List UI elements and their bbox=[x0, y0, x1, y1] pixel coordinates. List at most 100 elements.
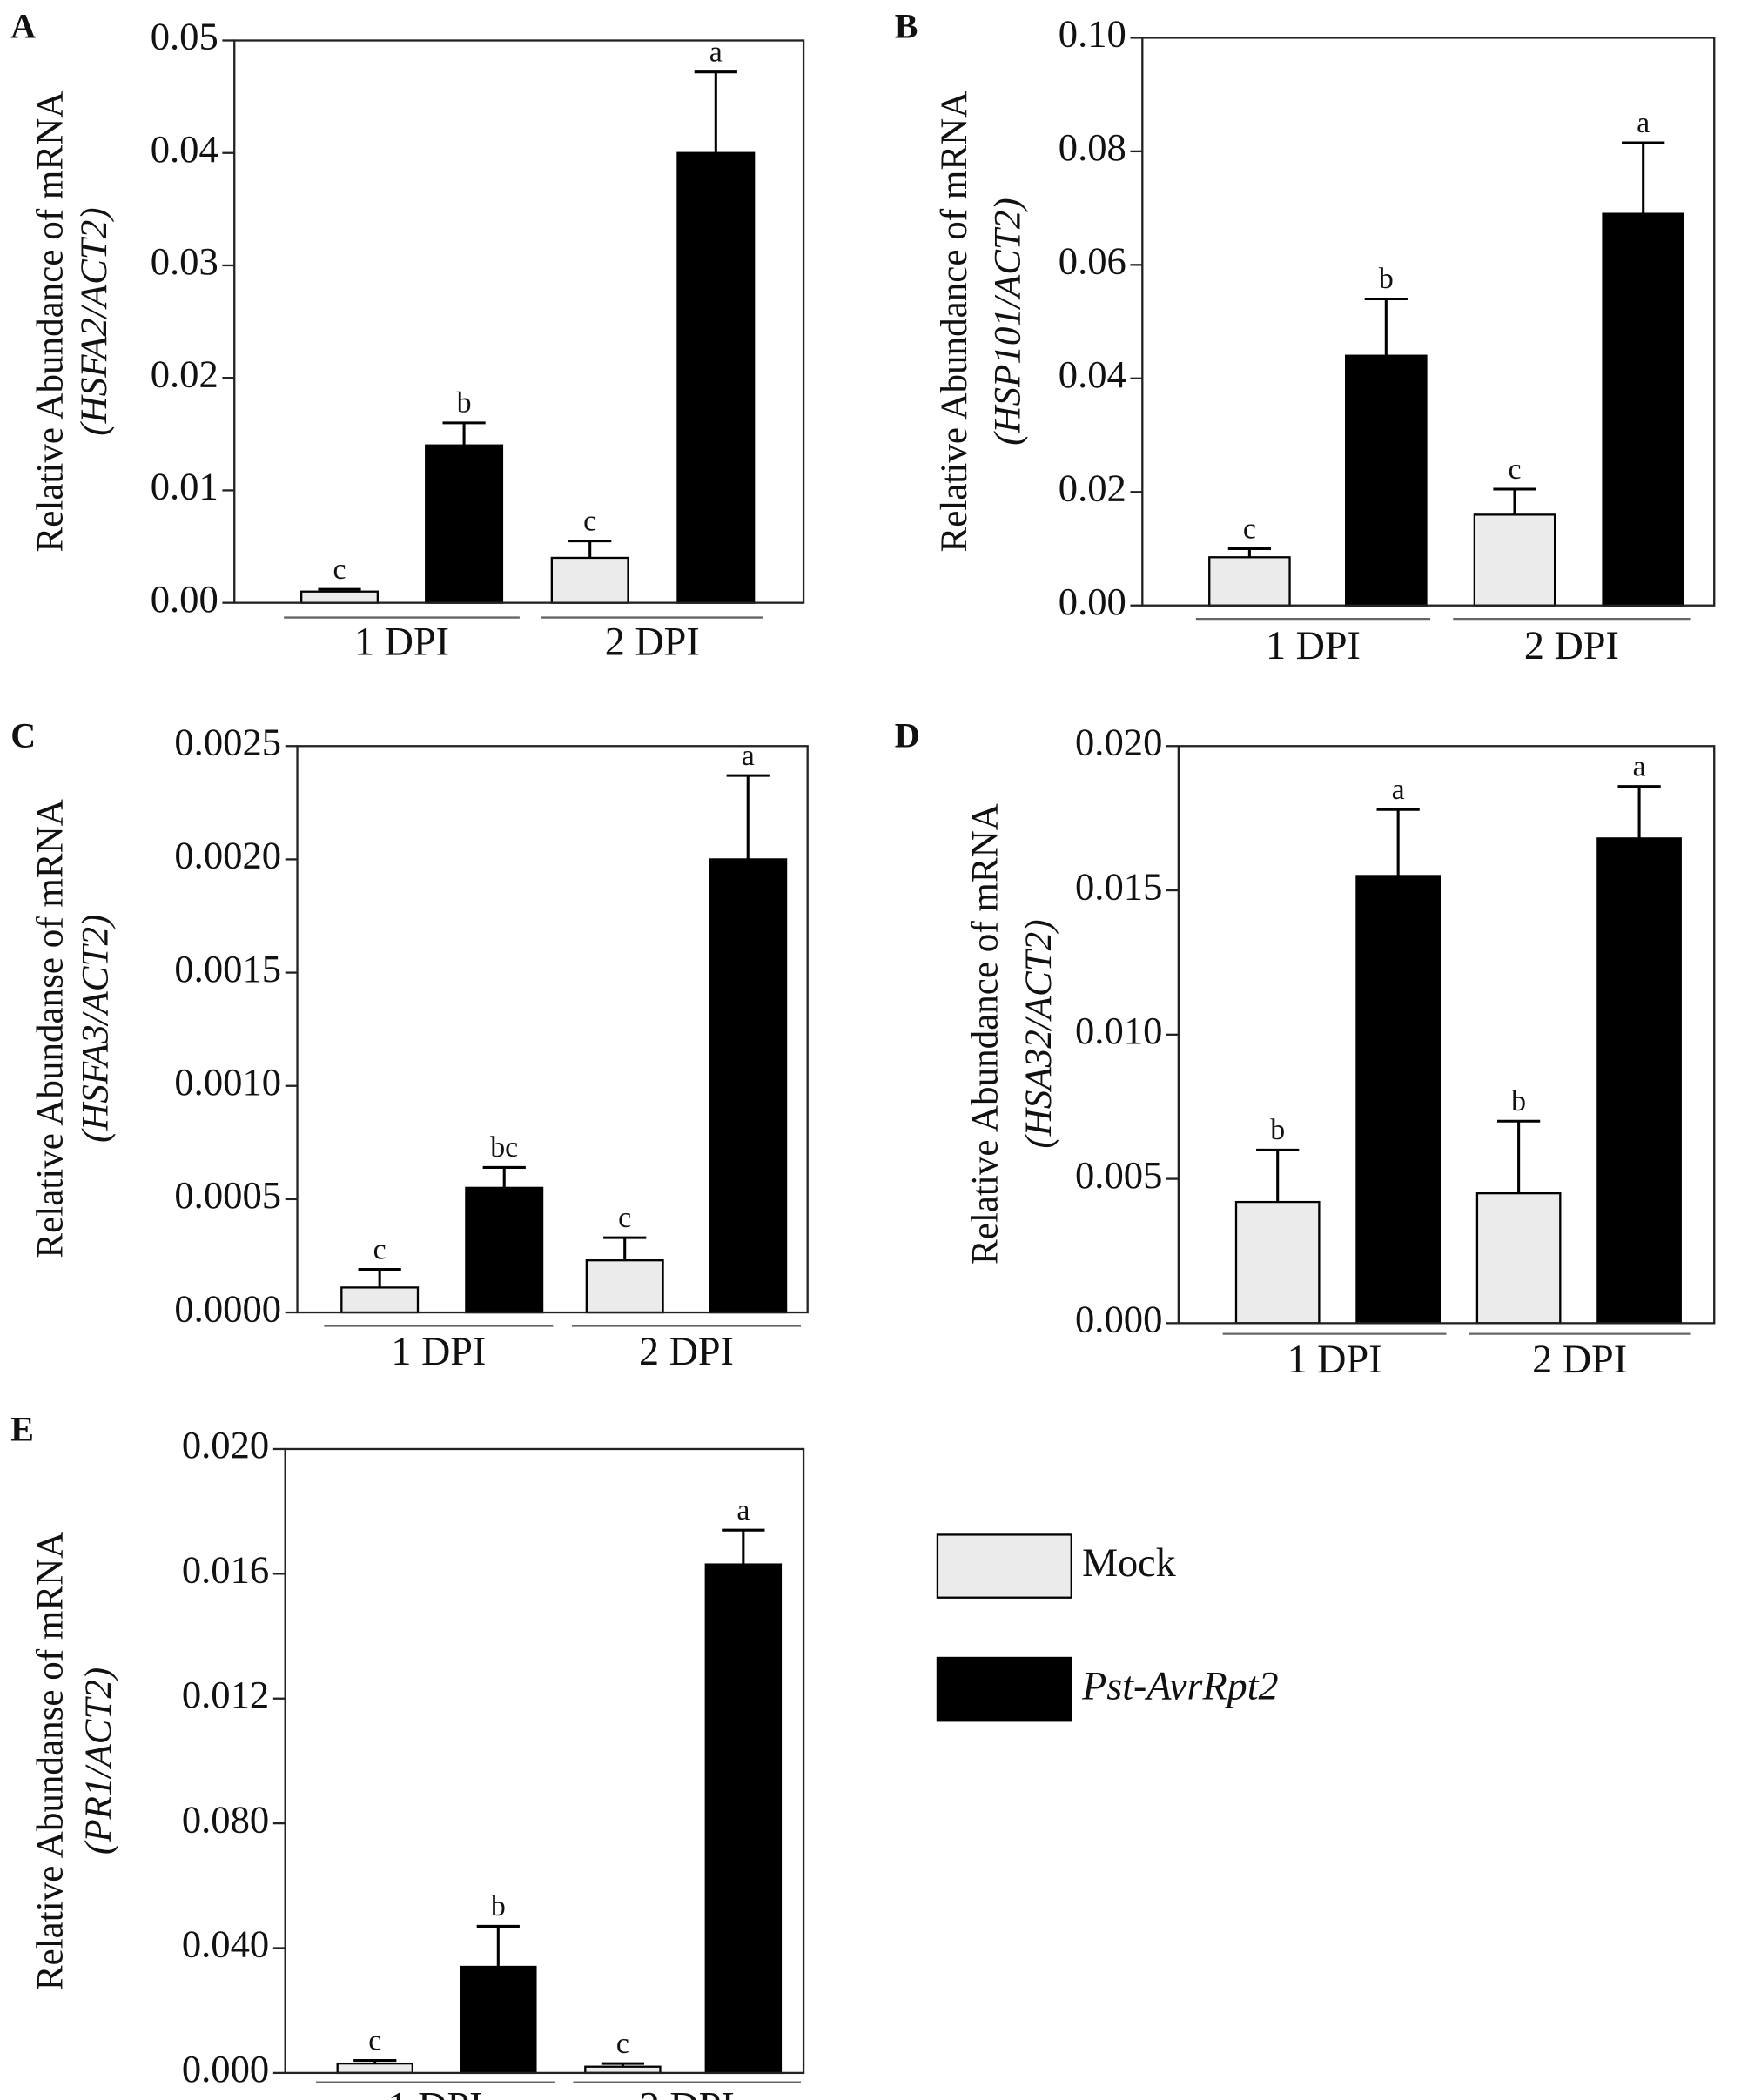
significance-letter: c bbox=[616, 2028, 629, 2060]
y-tick-label: 0.06 bbox=[1059, 239, 1126, 283]
y-axis-label: Relative Abundance of mRNA bbox=[965, 803, 1005, 1265]
y-axis-label: Relative Abundance of mRNA bbox=[30, 91, 71, 553]
bar bbox=[300, 590, 379, 604]
y-tick-label: 0.00 bbox=[151, 577, 218, 621]
significance-letter: a bbox=[742, 740, 755, 772]
significance-letter: b bbox=[491, 1890, 506, 1922]
y-tick-label: 0.01 bbox=[151, 465, 218, 508]
bar bbox=[1345, 354, 1428, 607]
significance-letter: bc bbox=[490, 1131, 518, 1164]
y-axis-label: (HSFA2/ACT2) bbox=[74, 207, 115, 435]
bar bbox=[340, 1286, 420, 1314]
y-tick-label: 0.0010 bbox=[174, 1060, 281, 1104]
x-tick-label: 2 DPI bbox=[640, 2084, 735, 2100]
significance-letter: b bbox=[1511, 1085, 1526, 1117]
significance-letter: c bbox=[583, 505, 596, 537]
legend-label: Mock bbox=[1082, 1540, 1177, 1585]
panel-label: E bbox=[10, 1410, 34, 1449]
bar bbox=[709, 858, 788, 1314]
bar bbox=[1234, 1200, 1321, 1325]
significance-letter: c bbox=[373, 1233, 387, 1265]
significance-letter: b bbox=[457, 387, 472, 419]
plot-frame bbox=[1177, 745, 1716, 1325]
bar bbox=[1596, 837, 1682, 1325]
bar bbox=[1602, 212, 1685, 607]
bar bbox=[1355, 875, 1441, 1325]
y-tick-label: 0.00 bbox=[1059, 580, 1126, 623]
bar bbox=[704, 1563, 783, 2075]
significance-letter: a bbox=[1637, 107, 1650, 139]
bar bbox=[550, 556, 629, 604]
significance-letter: c bbox=[333, 554, 346, 586]
y-tick-label: 0.040 bbox=[182, 1922, 269, 1966]
y-tick-label: 0.020 bbox=[1075, 721, 1162, 764]
y-tick-label: 0.000 bbox=[182, 2047, 269, 2090]
y-tick-label: 0.012 bbox=[182, 1673, 269, 1716]
panel-label: D bbox=[895, 716, 920, 755]
significance-letter: c bbox=[618, 1202, 631, 1234]
y-tick-label: 0.03 bbox=[151, 239, 218, 283]
significance-letter: b bbox=[1379, 263, 1394, 295]
y-tick-label: 0.05 bbox=[151, 15, 218, 58]
y-tick-label: 0.005 bbox=[1075, 1153, 1162, 1197]
panel-label: B bbox=[895, 6, 918, 45]
bar bbox=[425, 444, 504, 604]
y-tick-label: 0.0020 bbox=[174, 834, 281, 877]
bar bbox=[460, 1965, 537, 2075]
significance-letter: c bbox=[368, 2024, 381, 2056]
y-tick-label: 0.04 bbox=[1059, 352, 1126, 396]
x-tick-label: 2 DPI bbox=[1524, 623, 1619, 668]
y-axis-label: (PR1/ACT2) bbox=[78, 1667, 119, 1855]
plot-frame bbox=[233, 39, 805, 604]
y-tick-label: 0.02 bbox=[151, 352, 218, 395]
bar bbox=[585, 1259, 664, 1314]
y-tick-label: 0.0000 bbox=[174, 1286, 281, 1330]
bar bbox=[676, 151, 756, 604]
bar bbox=[465, 1186, 544, 1314]
y-tick-label: 0.0025 bbox=[174, 721, 281, 764]
x-tick-label: 1 DPI bbox=[1266, 623, 1361, 668]
bar bbox=[1473, 513, 1556, 607]
legend-swatch bbox=[936, 1533, 1072, 1599]
y-tick-label: 0.02 bbox=[1059, 466, 1126, 510]
x-tick-label: 2 DPI bbox=[1532, 1337, 1627, 1381]
significance-letter: c bbox=[1243, 513, 1256, 545]
significance-letter: a bbox=[736, 1494, 750, 1526]
y-axis-label: Relative Abundanse of mRNA bbox=[30, 799, 71, 1258]
significance-letter: a bbox=[709, 36, 723, 68]
y-tick-label: 0.08 bbox=[1059, 125, 1126, 169]
legend-swatch bbox=[936, 1656, 1072, 1722]
plot-frame bbox=[284, 1447, 805, 2075]
y-tick-label: 0.0015 bbox=[174, 947, 281, 990]
y-tick-label: 0.10 bbox=[1059, 12, 1126, 56]
y-tick-label: 0.000 bbox=[1075, 1298, 1162, 1341]
x-tick-label: 1 DPI bbox=[354, 619, 449, 663]
significance-letter: b bbox=[1270, 1114, 1285, 1146]
plot-frame bbox=[296, 745, 809, 1314]
y-tick-label: 0.080 bbox=[182, 1797, 269, 1841]
significance-letter: c bbox=[1508, 453, 1521, 486]
y-axis-label: Relative Abundance of mRNA bbox=[934, 91, 975, 553]
panel-label: C bbox=[10, 716, 36, 755]
y-tick-label: 0.020 bbox=[182, 1423, 269, 1466]
y-tick-label: 0.010 bbox=[1075, 1009, 1162, 1052]
legend-label: Pst-AvrRpt2 bbox=[1081, 1663, 1279, 1708]
x-tick-label: 2 DPI bbox=[605, 619, 700, 663]
x-tick-label: 1 DPI bbox=[1287, 1337, 1382, 1381]
bar bbox=[336, 2062, 413, 2075]
y-axis-label: (HSFA3/ACT2) bbox=[76, 915, 117, 1143]
plot-frame bbox=[1141, 37, 1716, 607]
x-tick-label: 2 DPI bbox=[639, 1329, 734, 1373]
y-tick-label: 0.0005 bbox=[174, 1173, 281, 1217]
x-tick-label: 1 DPI bbox=[391, 1329, 486, 1373]
y-tick-label: 0.016 bbox=[182, 1548, 269, 1592]
significance-letter: a bbox=[1633, 750, 1646, 782]
y-tick-label: 0.04 bbox=[151, 127, 218, 171]
bar bbox=[1475, 1192, 1562, 1325]
x-tick-label: 1 DPI bbox=[388, 2084, 483, 2100]
significance-letter: a bbox=[1392, 774, 1405, 806]
y-axis-label: (HSA32/ACT2) bbox=[1018, 919, 1059, 1148]
y-axis-label: Relative Abundanse of mRNA bbox=[30, 1532, 71, 1990]
panel-label: A bbox=[10, 6, 36, 45]
